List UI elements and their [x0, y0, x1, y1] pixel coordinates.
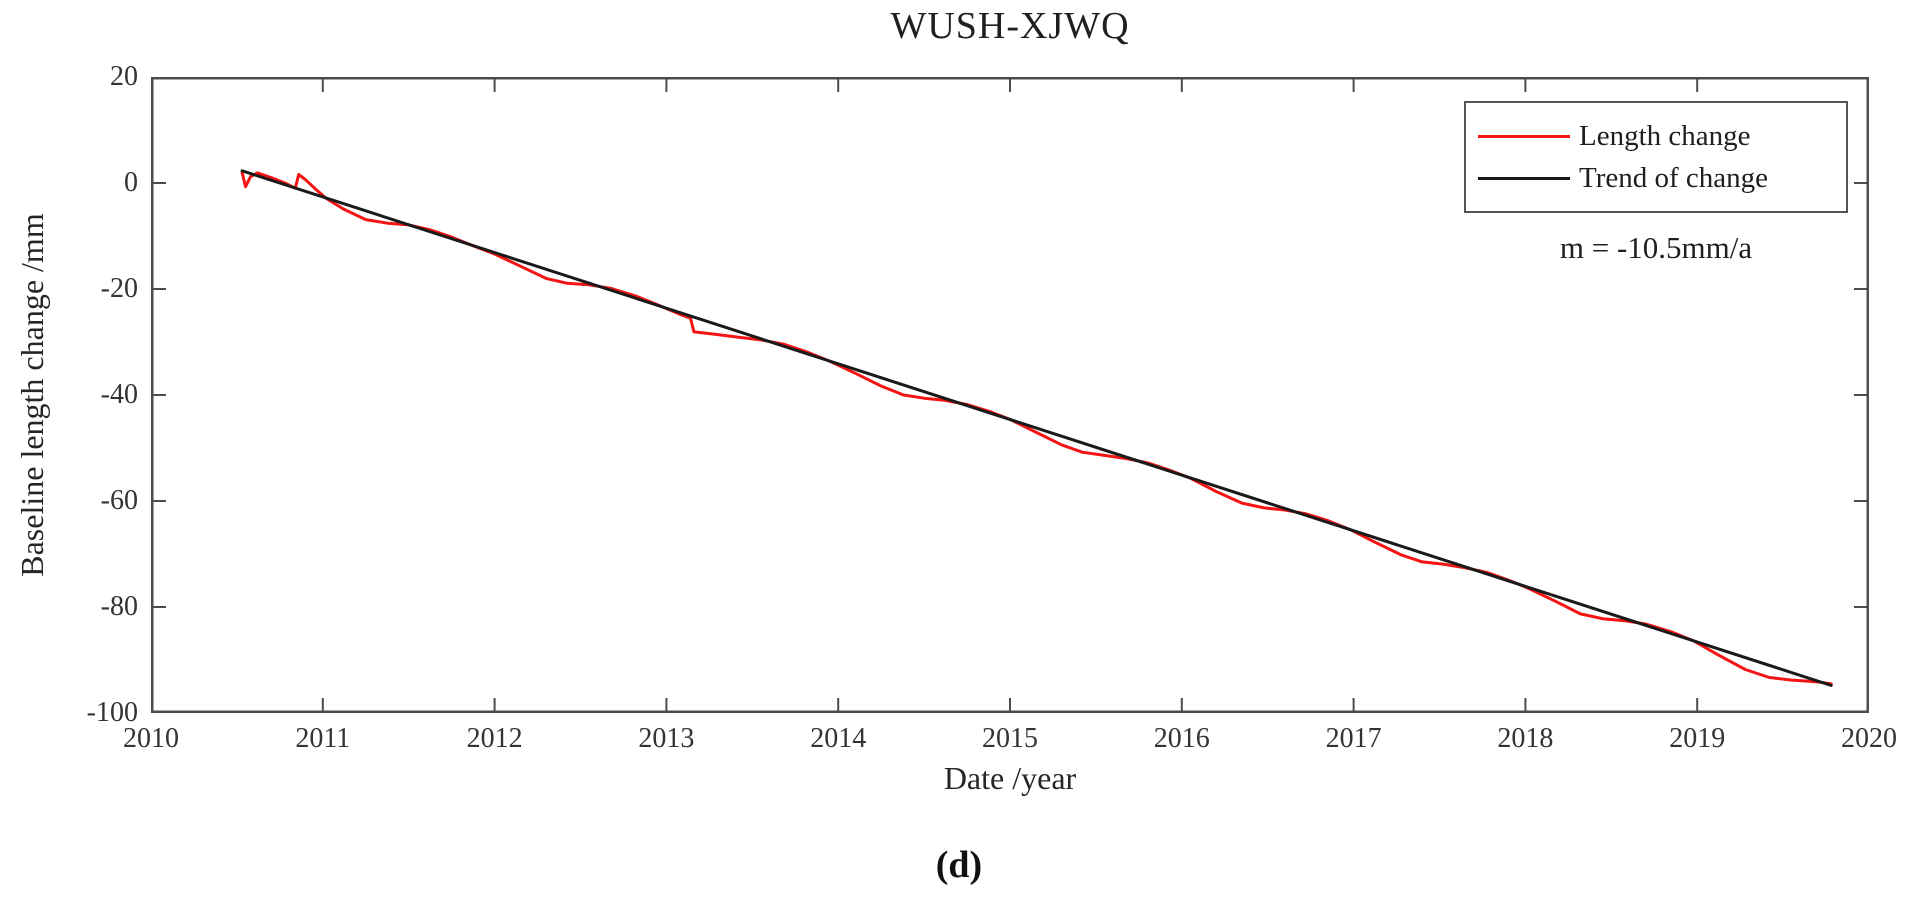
legend-label-length-change: Length change	[1579, 119, 1751, 152]
legend-item-trend-of-change: Trend of change	[1478, 162, 1834, 195]
y-tick-label: -20	[100, 273, 138, 304]
x-tick-label: 2011	[295, 723, 351, 754]
y-tick-label: 0	[124, 167, 138, 198]
plot-area	[151, 77, 1869, 713]
x-tick-label: 2013	[638, 723, 695, 754]
x-tick-label: 2012	[466, 723, 523, 754]
y-tick-label: -100	[86, 697, 138, 728]
x-tick-label: 2017	[1325, 723, 1382, 754]
x-tick-label: 2020	[1841, 723, 1897, 754]
legend-line-sample-red	[1478, 134, 1570, 138]
x-tick-label: 2016	[1153, 723, 1210, 754]
y-tick-label: 20	[110, 61, 138, 92]
slope-annotation: m = -10.5mm/a	[1559, 230, 1753, 265]
legend-line-sample-black	[1478, 176, 1570, 180]
x-tick-label: 2018	[1497, 723, 1554, 754]
plot-svg	[151, 77, 1869, 713]
y-tick-label: -60	[100, 485, 138, 516]
x-tick-label: 2019	[1669, 723, 1726, 754]
chart-title: WUSH-XJWQ	[890, 5, 1130, 47]
legend-box: Length change Trend of change	[1464, 101, 1848, 213]
y-tick-label: -80	[100, 591, 138, 622]
x-tick-label: 2015	[982, 723, 1038, 754]
y-tick-label: -40	[100, 379, 138, 410]
subfigure-caption: (d)	[935, 844, 983, 886]
legend-label-trend-of-change: Trend of change	[1579, 161, 1768, 194]
legend-item-length-change: Length change	[1478, 120, 1834, 153]
x-tick-label: 2014	[810, 723, 867, 754]
x-tick-label: 2010	[123, 723, 179, 754]
x-axis-label: Date /year	[943, 760, 1077, 796]
